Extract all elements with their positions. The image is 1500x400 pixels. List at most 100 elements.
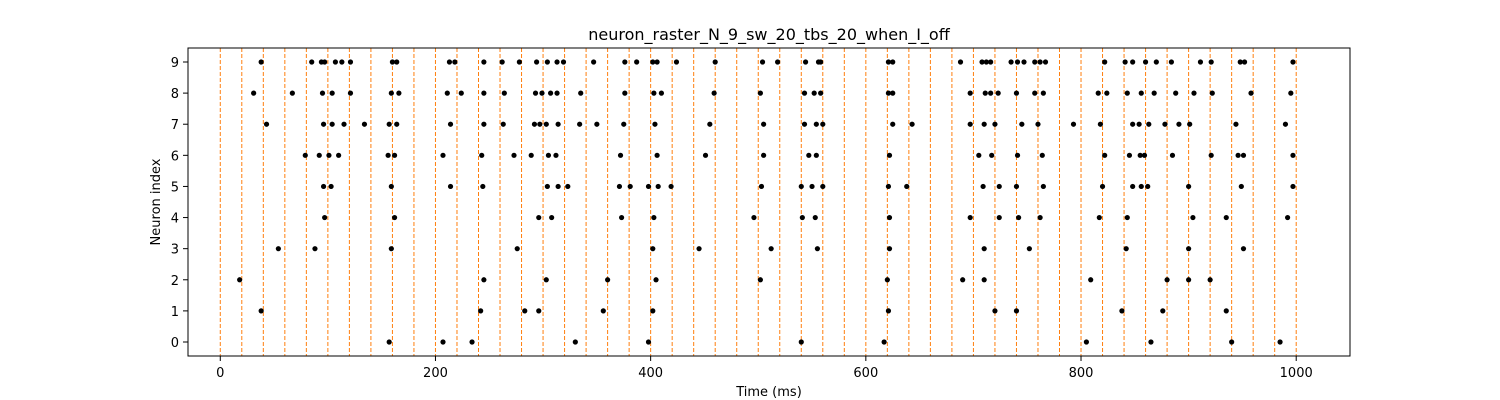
spike-point bbox=[578, 90, 584, 96]
spike-point bbox=[319, 90, 326, 96]
spike-point bbox=[983, 59, 989, 65]
spike-point bbox=[1186, 277, 1192, 283]
spike-point bbox=[1209, 90, 1215, 96]
spike-point bbox=[1037, 59, 1043, 65]
spike-point bbox=[768, 246, 774, 252]
spike-point bbox=[1026, 246, 1032, 252]
spike-point bbox=[645, 339, 652, 345]
y-tick-label: 4 bbox=[171, 212, 179, 227]
spike-point bbox=[1186, 183, 1192, 190]
spike-point bbox=[885, 59, 892, 65]
spike-point bbox=[1168, 59, 1174, 65]
spike-point bbox=[696, 246, 702, 252]
spike-point bbox=[1124, 90, 1130, 96]
spike-point bbox=[775, 59, 781, 65]
spike-point bbox=[1151, 90, 1157, 96]
spike-point bbox=[591, 59, 597, 65]
spike-point bbox=[813, 121, 819, 127]
spike-point bbox=[1233, 121, 1239, 127]
spike-point bbox=[289, 90, 295, 96]
x-tick-label: 200 bbox=[423, 366, 448, 381]
spike-point bbox=[396, 90, 402, 96]
spike-point bbox=[316, 152, 322, 158]
spike-point bbox=[1008, 59, 1014, 65]
spike-point bbox=[534, 59, 540, 65]
spike-point bbox=[645, 183, 652, 190]
spike-point bbox=[982, 90, 988, 96]
spike-point bbox=[1141, 152, 1148, 158]
spike-point bbox=[761, 121, 767, 127]
spike-point bbox=[572, 339, 578, 345]
spike-point bbox=[1126, 152, 1133, 158]
spike-point bbox=[1288, 90, 1294, 96]
spike-point bbox=[522, 308, 528, 314]
spike-point bbox=[1153, 59, 1159, 65]
spike-point bbox=[806, 152, 812, 158]
spike-point bbox=[886, 246, 893, 252]
spike-point bbox=[553, 152, 559, 158]
spike-point bbox=[886, 152, 893, 158]
spike-point bbox=[1173, 90, 1179, 96]
spike-point bbox=[1136, 121, 1142, 127]
spike-point bbox=[258, 59, 264, 65]
spike-point bbox=[1164, 277, 1170, 283]
y-axis-ticks: 0 1 2 3 4 5 6 7 8 9 bbox=[171, 56, 188, 351]
spike-point bbox=[1207, 277, 1213, 283]
y-tick-label: 7 bbox=[171, 118, 179, 133]
spike-point bbox=[537, 121, 543, 127]
spike-point bbox=[761, 152, 767, 158]
spike-point bbox=[616, 183, 623, 190]
spike-point bbox=[996, 183, 1002, 190]
spike-point bbox=[651, 90, 657, 96]
spike-point bbox=[1040, 90, 1046, 96]
spike-point bbox=[479, 152, 485, 158]
spike-point bbox=[981, 277, 987, 283]
spike-point bbox=[996, 214, 1002, 221]
spike-point bbox=[1248, 90, 1254, 96]
spike-point bbox=[565, 183, 571, 190]
spike-point bbox=[1035, 121, 1041, 127]
spike-point bbox=[1282, 121, 1289, 127]
spike-point bbox=[1016, 214, 1022, 221]
spike-point bbox=[1070, 121, 1077, 127]
spike-point bbox=[988, 59, 994, 65]
spike-point bbox=[320, 183, 327, 190]
spike-point bbox=[394, 121, 400, 127]
spike-point bbox=[577, 121, 583, 127]
spike-point bbox=[1032, 59, 1038, 65]
spike-point bbox=[712, 59, 718, 65]
spike-point bbox=[1187, 121, 1193, 127]
spike-point bbox=[1176, 121, 1182, 127]
spike-point bbox=[884, 277, 890, 283]
spike-point bbox=[650, 246, 656, 252]
spike-point bbox=[1138, 90, 1144, 96]
spike-point bbox=[320, 121, 327, 127]
spike-point bbox=[339, 59, 345, 65]
spike-point bbox=[440, 152, 446, 158]
spike-point bbox=[814, 246, 821, 252]
spike-point bbox=[1162, 121, 1168, 127]
spike-point bbox=[469, 339, 475, 345]
spike-point bbox=[811, 90, 817, 96]
spike-point bbox=[251, 90, 257, 96]
spike-point bbox=[707, 121, 713, 127]
spike-point bbox=[1290, 59, 1296, 65]
spike-point bbox=[554, 90, 560, 96]
spike-point bbox=[1240, 152, 1247, 158]
spike-point bbox=[594, 121, 600, 127]
spike-point bbox=[711, 90, 717, 96]
spike-point bbox=[757, 277, 763, 283]
spike-point bbox=[820, 183, 826, 190]
spike-point bbox=[1137, 152, 1143, 158]
spike-point bbox=[1197, 59, 1204, 65]
spike-point bbox=[957, 59, 964, 65]
spike-point bbox=[555, 183, 561, 190]
spike-point bbox=[1229, 339, 1235, 345]
spike-point bbox=[263, 121, 270, 127]
spike-point bbox=[386, 339, 392, 345]
spike-point bbox=[658, 90, 665, 96]
spike-point bbox=[1014, 59, 1021, 65]
spike-point bbox=[1123, 246, 1129, 252]
spike-point bbox=[514, 246, 520, 252]
spike-point bbox=[654, 152, 660, 158]
